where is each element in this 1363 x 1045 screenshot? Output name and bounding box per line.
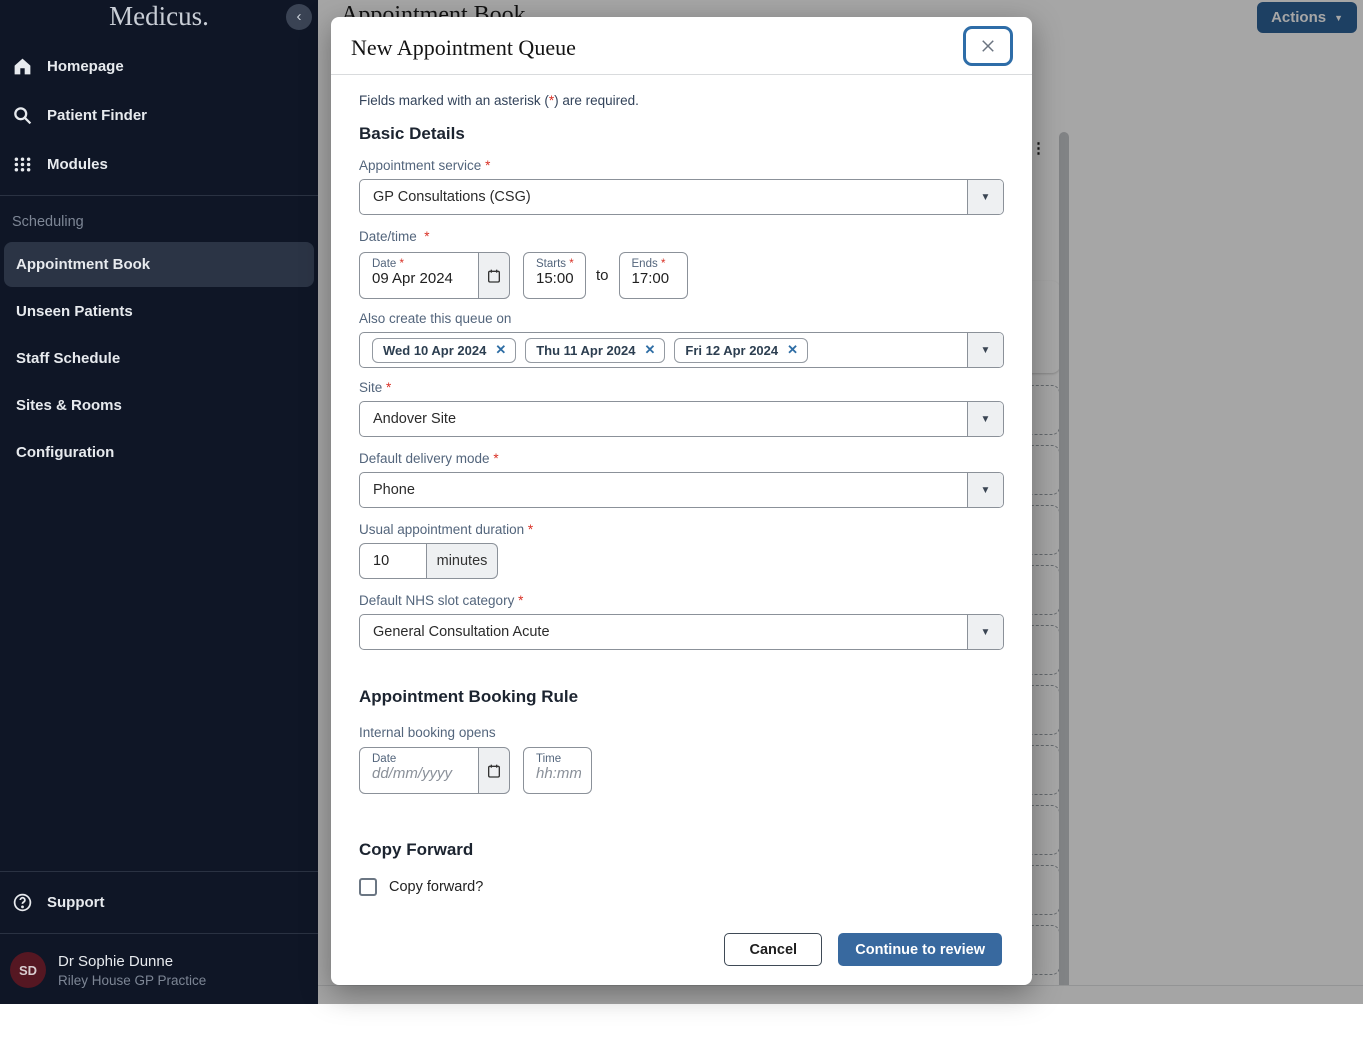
sidebar-section-scheduling: Scheduling <box>0 202 318 240</box>
slot-category-label: Default NHS slot category * <box>359 593 1004 608</box>
sidebar-item-unseen-patients[interactable]: Unseen Patients <box>4 289 314 334</box>
sidebar: Medicus. ‹ Homepage Patient Finder Modul… <box>0 0 318 1004</box>
grid-icon <box>12 154 33 175</box>
calendar-picker-button[interactable] <box>479 747 510 794</box>
date-chip: Thu 11 Apr 2024✕ <box>525 338 665 363</box>
sidebar-item-support[interactable]: Support <box>0 878 318 927</box>
medicus-logo: Medicus. <box>0 1 318 32</box>
section-heading-basic-details: Basic Details <box>359 124 1004 144</box>
chevron-down-icon: ▼ <box>967 180 1003 214</box>
current-user[interactable]: SD Dr Sophie Dunne Riley House GP Practi… <box>0 940 318 1004</box>
sidebar-item-appointment-book[interactable]: Appointment Book <box>4 242 314 287</box>
date-field[interactable]: Date * <box>359 252 479 299</box>
remove-chip-icon[interactable]: ✕ <box>787 342 798 358</box>
sidebar-divider <box>0 195 318 196</box>
also-create-label: Also create this queue on <box>359 311 1004 326</box>
duration-field-group: minutes <box>359 543 498 579</box>
modal-title: New Appointment Queue <box>351 35 576 61</box>
duration-unit-addon: minutes <box>427 543 498 579</box>
sidebar-divider <box>0 871 318 872</box>
delivery-mode-select[interactable]: Phone ▼ <box>359 472 1004 508</box>
internal-booking-label: Internal booking opens <box>359 725 1004 740</box>
close-button[interactable] <box>963 26 1013 66</box>
sidebar-item-sites-rooms[interactable]: Sites & Rooms <box>4 383 314 428</box>
date-input[interactable] <box>372 270 468 287</box>
ends-input[interactable] <box>632 270 677 287</box>
booking-date-field-group: Date <box>359 747 510 794</box>
date-field-group: Date * <box>359 252 510 299</box>
cancel-button[interactable]: Cancel <box>724 933 822 966</box>
datetime-label: Date/time * <box>359 229 1004 244</box>
date-chip: Fri 12 Apr 2024✕ <box>674 338 808 363</box>
close-icon <box>979 37 997 55</box>
sidebar-collapse-button[interactable]: ‹ <box>286 4 312 30</box>
booking-time-input[interactable] <box>536 765 581 782</box>
modal-header: New Appointment Queue <box>331 17 1032 75</box>
also-create-multiselect[interactable]: Wed 10 Apr 2024✕ Thu 11 Apr 2024✕ Fri 12… <box>359 332 1004 368</box>
sidebar-item-configuration[interactable]: Configuration <box>4 430 314 475</box>
chevron-down-icon: ▼ <box>967 402 1003 436</box>
new-appointment-queue-modal: New Appointment Queue Fields marked with… <box>331 17 1032 985</box>
chevron-down-icon: ▼ <box>967 333 1003 367</box>
copy-forward-checkbox[interactable] <box>359 878 377 896</box>
site-select[interactable]: Andover Site ▼ <box>359 401 1004 437</box>
user-name: Dr Sophie Dunne <box>58 953 206 970</box>
avatar: SD <box>10 952 46 988</box>
chevron-down-icon: ▼ <box>967 615 1003 649</box>
sidebar-item-homepage[interactable]: Homepage <box>0 42 318 91</box>
booking-date-field[interactable]: Date <box>359 747 479 794</box>
sidebar-item-patient-finder[interactable]: Patient Finder <box>0 91 318 140</box>
site-label: Site * <box>359 380 1004 395</box>
remove-chip-icon[interactable]: ✕ <box>495 342 506 358</box>
search-icon <box>12 105 33 126</box>
appointment-service-label: Appointment service * <box>359 158 1004 173</box>
chevron-down-icon: ▼ <box>967 473 1003 507</box>
duration-label: Usual appointment duration * <box>359 522 1004 537</box>
copy-forward-label: Copy forward? <box>389 879 483 895</box>
to-label: to <box>596 267 609 284</box>
calendar-icon <box>486 268 502 284</box>
home-icon <box>12 56 33 77</box>
starts-field[interactable]: Starts * <box>523 252 586 299</box>
booking-date-input[interactable] <box>372 765 468 782</box>
sidebar-item-staff-schedule[interactable]: Staff Schedule <box>4 336 314 381</box>
slot-category-select[interactable]: General Consultation Acute ▼ <box>359 614 1004 650</box>
duration-input[interactable] <box>359 543 427 579</box>
sidebar-divider <box>0 933 318 934</box>
booking-time-field[interactable]: Time <box>523 747 592 794</box>
section-heading-copy-forward: Copy Forward <box>359 840 1004 860</box>
required-fields-note: Fields marked with an asterisk (*) are r… <box>359 93 1004 108</box>
question-circle-icon <box>12 892 33 913</box>
calendar-icon <box>486 763 502 779</box>
appointment-service-select[interactable]: GP Consultations (CSG) ▼ <box>359 179 1004 215</box>
calendar-picker-button[interactable] <box>479 252 510 299</box>
sidebar-item-modules[interactable]: Modules <box>0 140 318 189</box>
remove-chip-icon[interactable]: ✕ <box>644 342 655 358</box>
ends-field[interactable]: Ends * <box>619 252 688 299</box>
section-heading-booking-rule: Appointment Booking Rule <box>359 687 1004 707</box>
continue-to-review-button[interactable]: Continue to review <box>838 933 1002 966</box>
delivery-mode-label: Default delivery mode * <box>359 451 1004 466</box>
starts-input[interactable] <box>536 270 575 287</box>
date-chip: Wed 10 Apr 2024✕ <box>372 338 516 363</box>
user-practice: Riley House GP Practice <box>58 973 206 988</box>
